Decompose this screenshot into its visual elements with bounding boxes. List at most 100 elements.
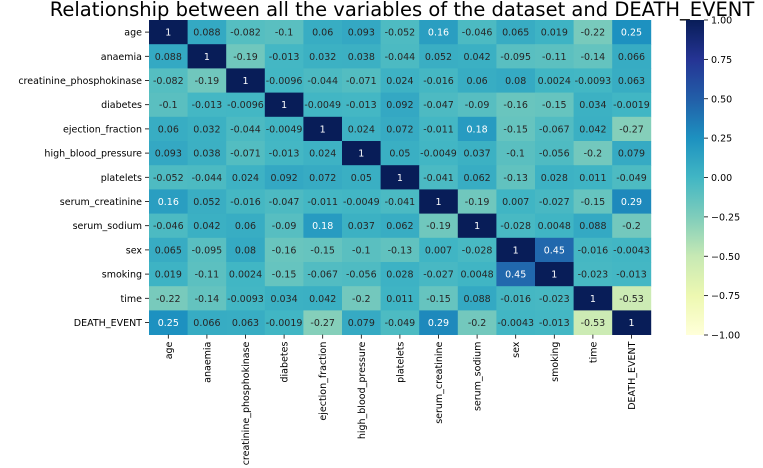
heatmap-cell	[496, 262, 536, 287]
cell-value-label: -0.049	[616, 173, 647, 184]
heatmap-cell	[535, 262, 574, 287]
cell-value-label: 0.072	[386, 124, 413, 135]
cell-value-label: 1	[474, 221, 480, 232]
cell-value-label: 0.024	[386, 76, 413, 87]
heatmap-cell	[303, 116, 343, 142]
cell-value-label: -0.14	[581, 52, 606, 63]
cell-value-label: 1	[358, 149, 364, 160]
heatmap-cell	[419, 68, 459, 93]
heatmap-cell	[457, 189, 497, 214]
cell-value-label: 1	[628, 318, 634, 329]
cell-value-label: -0.09	[465, 100, 490, 111]
y-tick-label-age: age	[124, 28, 142, 39]
heatmap-cell	[496, 20, 536, 45]
heatmap-cell	[149, 286, 188, 311]
cell-value-label: 0.011	[386, 294, 413, 305]
cell-value-label: -0.16	[272, 245, 297, 256]
heatmap-cell	[612, 310, 652, 335]
cell-value-label: -0.041	[385, 197, 416, 208]
heatmap-cell	[380, 141, 420, 166]
cell-value-label: -0.052	[153, 173, 184, 184]
cell-value-label: 0.042	[309, 294, 336, 305]
heatmap-cell	[342, 116, 381, 142]
cell-value-label: -0.0096	[266, 76, 303, 87]
cell-value-label: -0.22	[156, 294, 181, 305]
heatmap-cell	[380, 237, 420, 263]
cell-value-label: -0.15	[542, 100, 567, 111]
heatmap-cell	[187, 213, 227, 239]
heatmap-cell	[380, 310, 420, 335]
cell-value-label: 1	[165, 28, 171, 39]
cell-value-label: -0.11	[195, 270, 220, 281]
y-tick-label-creatinine-phosphokinase: creatinine_phosphokinase	[18, 76, 142, 87]
heatmap-cell	[535, 116, 574, 142]
heatmap-cell	[342, 92, 381, 118]
heatmap-cell	[264, 310, 304, 335]
heatmap-cell	[303, 213, 343, 239]
x-tick-label-diabetes: diabetes	[280, 342, 291, 383]
heatmap-cell	[149, 68, 188, 93]
heatmap-cell	[612, 92, 652, 118]
heatmap-cell	[496, 92, 536, 118]
cell-value-label: -0.013	[616, 270, 647, 281]
cell-value-label: -0.0049	[266, 124, 303, 135]
cell-value-label: 0.063	[618, 76, 645, 87]
cell-value-label: -0.0096	[227, 100, 264, 111]
colorbar-tick-label: −0.50	[711, 252, 740, 263]
heatmap-cell	[342, 310, 381, 335]
heatmap-cell	[419, 141, 459, 166]
heatmap-cell	[303, 310, 343, 335]
heatmap-cell	[573, 92, 613, 118]
heatmap-cell	[149, 189, 188, 214]
cell-value-label: -0.056	[346, 270, 377, 281]
y-tick-label-serum-sodium: serum_sodium	[73, 221, 142, 232]
heatmap-cell	[149, 237, 188, 263]
cell-value-label: -0.09	[272, 221, 297, 232]
cell-value-label: -0.071	[346, 76, 377, 87]
heatmap-cell	[226, 165, 266, 190]
cell-value-label: -0.013	[539, 318, 570, 329]
heatmap-cell	[226, 92, 266, 118]
cell-value-label: 0.06	[467, 76, 488, 87]
cell-value-label: -0.2	[622, 221, 641, 232]
heatmap-cell	[496, 165, 536, 190]
cell-value-label: 0.032	[309, 52, 336, 63]
heatmap-cell	[612, 165, 652, 190]
heatmap-cell	[419, 310, 459, 335]
cell-value-label: -0.027	[539, 197, 570, 208]
heatmap-cell	[573, 141, 613, 166]
cell-value-label: 0.066	[193, 318, 220, 329]
cell-value-label: -0.53	[619, 294, 644, 305]
cell-value-label: -0.13	[503, 173, 528, 184]
heatmap-cell	[535, 165, 574, 190]
cell-value-label: -0.016	[230, 197, 261, 208]
heatmap-cell	[535, 92, 574, 118]
cell-value-label: 0.019	[155, 270, 182, 281]
heatmap-cell	[612, 286, 652, 311]
cell-value-label: 0.092	[386, 100, 413, 111]
cell-value-label: -0.067	[539, 124, 570, 135]
cell-value-label: 0.079	[348, 318, 375, 329]
cell-value-label: -0.0049	[420, 149, 457, 160]
heatmap-cell	[573, 310, 613, 335]
cell-value-label: 0.08	[505, 76, 526, 87]
heatmap-cell	[573, 213, 613, 239]
cell-value-label: 0.037	[463, 149, 490, 160]
cell-value-label: -0.027	[423, 270, 454, 281]
cell-value-label: 1	[397, 173, 403, 184]
cell-value-label: 1	[281, 100, 287, 111]
heatmap-cell	[187, 286, 227, 311]
cell-value-label: 1	[435, 197, 441, 208]
heatmap-cell	[149, 44, 188, 69]
heatmap-cell	[496, 189, 536, 214]
cell-value-label: 0.052	[193, 197, 220, 208]
cell-value-label: 0.093	[348, 28, 375, 39]
colorbar-tick-label: 0.25	[711, 134, 732, 145]
cell-value-label: 0.0024	[538, 76, 571, 87]
y-tick-label-high-blood-pressure: high_blood_pressure	[44, 149, 142, 160]
cell-value-label: 0.024	[309, 149, 336, 160]
cell-value-label: -0.15	[503, 124, 528, 135]
heatmap-cell	[342, 165, 381, 190]
heatmap-cell	[226, 189, 266, 214]
cell-value-label: 0.088	[579, 221, 606, 232]
